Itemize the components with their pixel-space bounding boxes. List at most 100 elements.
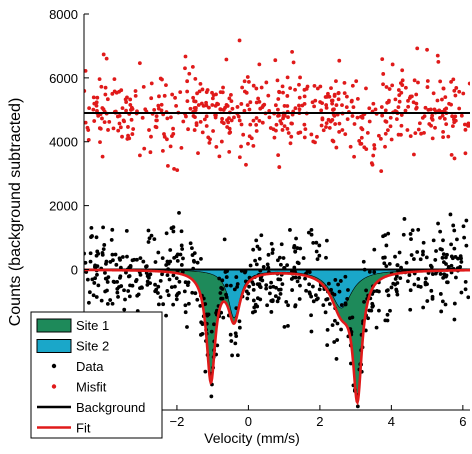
misfit-point [413,131,418,136]
data-point [295,260,300,265]
misfit-point [296,131,301,135]
misfit-point [379,105,384,109]
data-point [449,254,454,259]
y-tick-label: 6000 [49,71,78,86]
misfit-point [440,113,445,118]
data-point [243,270,247,275]
data-point [372,247,377,252]
data-point [350,315,355,320]
data-point [324,238,329,243]
misfit-point [257,62,262,67]
legend-label: Site 2 [76,339,109,354]
data-point [421,252,425,257]
data-point [156,302,161,307]
misfit-point [186,127,190,132]
misfit-point [336,97,341,102]
misfit-point [285,75,290,80]
data-point [217,276,222,281]
misfit-point [397,99,402,104]
data-point [303,276,307,281]
data-point [412,282,417,287]
data-point [409,253,414,257]
data-point [164,313,168,318]
misfit-point [385,128,390,133]
data-point [357,434,361,438]
data-point [164,231,169,236]
data-point [415,250,420,254]
misfit-point [334,145,339,150]
misfit-point [116,128,121,133]
data-point [307,282,312,287]
data-point [436,221,440,226]
legend-swatch [36,318,72,333]
misfit-point [256,96,261,101]
misfit-point [371,153,376,158]
data-point [91,293,96,298]
misfit-point [149,81,154,86]
data-point [404,260,409,265]
misfit-point [260,120,265,125]
misfit-point [267,115,272,120]
data-point [177,211,181,215]
legend-label: Data [76,359,104,374]
misfit-point [107,119,112,124]
misfit-point [101,52,106,57]
data-point [115,286,120,291]
data-point [430,294,435,299]
misfit-point [277,90,282,95]
data-point [343,274,348,279]
misfit-point [185,79,190,84]
misfit-point [266,93,271,98]
data-point [370,301,375,306]
misfit-point [200,130,205,135]
misfit-point [337,58,342,63]
misfit-point [183,54,188,59]
misfit-point [447,101,451,106]
data-point [309,329,314,334]
data-point [381,234,385,239]
data-point [297,297,302,301]
data-point [85,277,90,282]
data-point [169,285,174,290]
data-point [452,246,457,251]
misfit-point [376,133,381,138]
data-point [181,256,185,261]
misfit-point [241,132,246,137]
legend-label: Misfit [76,380,107,395]
data-point [153,260,158,264]
misfit-point [407,96,412,100]
misfit-point [332,92,337,97]
misfit-point [423,105,428,110]
misfit-point [160,148,165,153]
misfit-point [202,117,207,122]
data-point [101,247,106,251]
data-point [310,284,315,289]
data-point [248,263,253,268]
data-point [439,309,444,314]
misfit-point [400,78,405,83]
misfit-point [459,113,464,118]
misfit-point [159,102,164,107]
data-point [146,228,151,233]
misfit-point [336,91,341,96]
misfit-point [245,75,250,79]
data-point [440,247,444,252]
data-point [105,288,109,293]
misfit-point [98,140,102,145]
misfit-point [450,124,455,128]
data-point [215,343,220,348]
misfit-point [387,87,392,91]
misfit-point [297,103,301,108]
data-point [254,262,259,267]
misfit-point [190,65,195,69]
misfit-point [371,101,376,106]
data-point [367,270,372,274]
misfit-point [332,107,336,112]
data-point [452,228,457,233]
misfit-point [396,105,401,110]
misfit-point [205,88,210,92]
misfit-point [142,146,147,151]
data-point [304,288,308,293]
misfit-point [297,95,302,100]
data-point [264,286,269,291]
